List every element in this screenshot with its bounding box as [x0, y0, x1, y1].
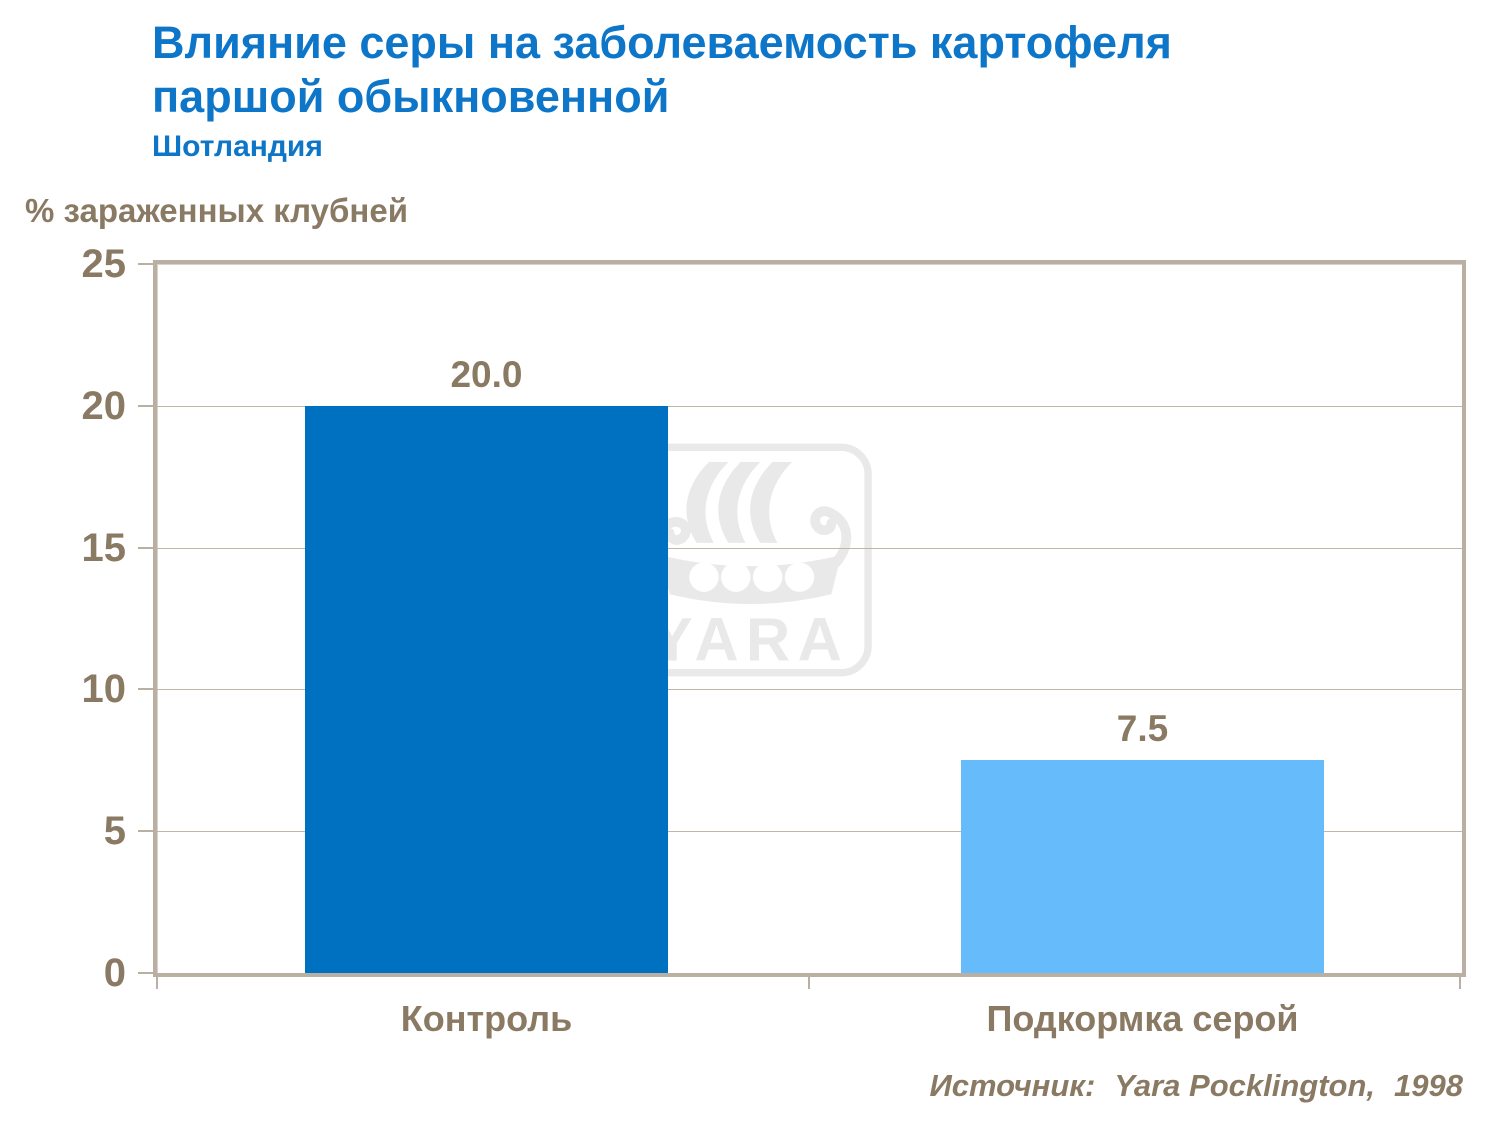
y-tick-marks — [138, 263, 153, 974]
x-tick-mark — [156, 977, 158, 989]
gridline — [157, 831, 1462, 833]
gridlines — [157, 264, 1462, 973]
chart-title: Влияние серы на заболеваемость картофеля… — [152, 16, 1412, 124]
x-label-sulphur: Подкормка серой — [986, 998, 1299, 1039]
y-tick-label: 15 — [81, 525, 127, 570]
x-label-control: Контроль — [400, 998, 573, 1039]
y-tick-label: 5 — [103, 809, 126, 854]
bar-sulphur — [961, 760, 1324, 973]
gridline — [157, 689, 1462, 691]
y-tick-mark — [138, 688, 153, 691]
y-tick-label: 0 — [103, 951, 126, 995]
bar-group-control: 20.0 — [305, 264, 668, 973]
y-tick-label: 20 — [81, 383, 127, 428]
y-tick-mark — [138, 546, 153, 549]
x-tick-mark — [1459, 977, 1461, 989]
bar-value-control: 20.0 — [450, 353, 523, 395]
watermark-wordmark: YARA — [652, 605, 849, 673]
y-tick-label: 25 — [81, 242, 127, 286]
gridline — [157, 547, 1462, 549]
y-tick-mark — [138, 972, 153, 974]
chart-title-line1: Влияние серы на заболеваемость картофеля — [152, 17, 1172, 68]
y-axis-labels: 0 5 10 15 20 25 — [0, 244, 127, 993]
bar-value-sulphur: 7.5 — [1116, 708, 1169, 750]
y-tick-mark — [138, 263, 153, 265]
y-tick-label: 10 — [81, 667, 127, 712]
source-name: Yara Pocklington, — [1114, 1068, 1376, 1103]
plot-area: YARA 20.0 7.5 — [153, 260, 1466, 977]
source-prefix: Источник: — [929, 1068, 1096, 1103]
chart-subtitle: Шотландия — [152, 130, 323, 163]
y-tick-mark — [138, 404, 153, 407]
y-axis-title: % зараженных клубней — [25, 192, 408, 229]
bar-group-sulphur: 7.5 — [961, 264, 1324, 973]
chart-title-line2: паршой обыкновенной — [152, 71, 670, 122]
source-line: Источник: Yara Pocklington, 1998 — [929, 1068, 1463, 1104]
y-tick-mark — [138, 830, 153, 833]
gridline — [157, 405, 1462, 407]
x-tick-mark — [808, 977, 810, 989]
source-year: 1998 — [1394, 1068, 1463, 1103]
bar-control — [305, 405, 668, 973]
